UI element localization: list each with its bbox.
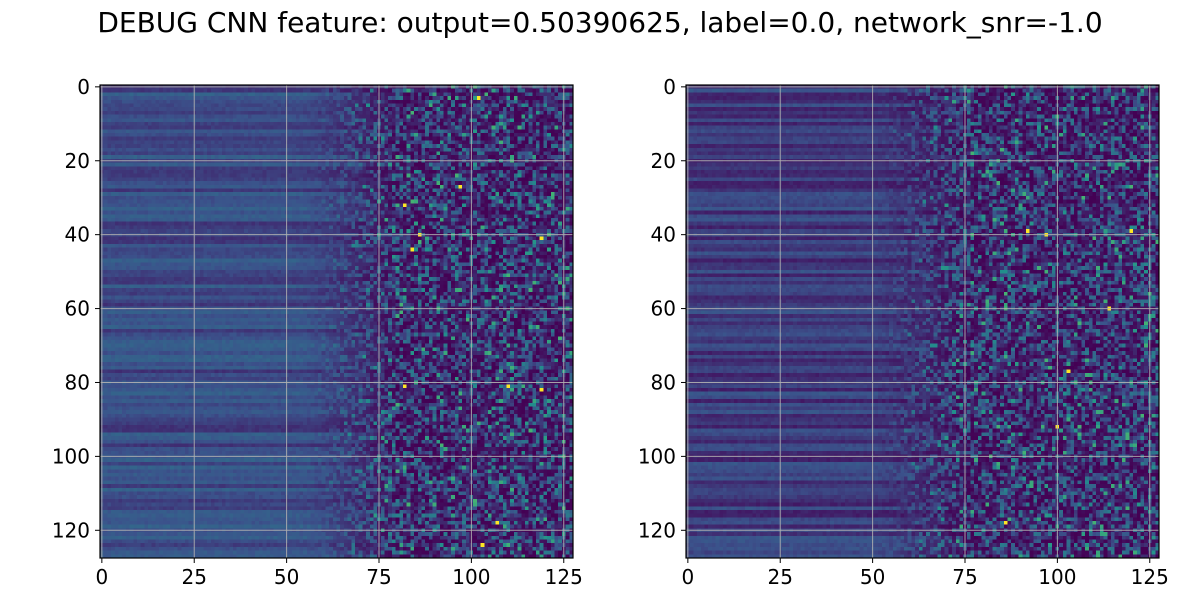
y-tick-label: 60 [651, 297, 676, 321]
x-tick-label: 0 [681, 565, 694, 589]
y-tick-label: 120 [638, 518, 676, 542]
y-tick-label: 100 [638, 444, 676, 468]
x-tick-label: 75 [366, 565, 391, 589]
heatmap-right: 0 25 50 75 100 125 0 20 40 60 80 100 120 [638, 75, 1169, 589]
y-tick-label: 80 [651, 370, 676, 394]
y-tick-label: 100 [52, 444, 90, 468]
y-tick-label: 120 [52, 518, 90, 542]
heatmap-cells [686, 85, 1159, 558]
y-tick-label: 0 [77, 75, 90, 99]
x-tick-label: 25 [182, 565, 207, 589]
y-tick-label: 20 [65, 149, 90, 173]
x-tick-label: 100 [452, 565, 490, 589]
axes-frame [99, 84, 574, 559]
axes-frame [685, 84, 1160, 559]
x-tick-label: 0 [95, 565, 108, 589]
y-tick-label: 0 [663, 75, 676, 99]
y-tick-label: 20 [651, 149, 676, 173]
x-tick-label: 75 [952, 565, 977, 589]
x-tick-label: 100 [1038, 565, 1076, 589]
x-tick-label: 50 [860, 565, 885, 589]
y-tick-label: 80 [65, 370, 90, 394]
y-tick-label: 40 [65, 223, 90, 247]
y-tick-label: 60 [65, 297, 90, 321]
figure-title: DEBUG CNN feature: output=0.50390625, la… [97, 6, 1103, 39]
x-tick-label: 125 [545, 565, 583, 589]
heatmap-cells [100, 85, 573, 558]
heatmap-left: 0 25 50 75 100 125 0 20 40 60 80 100 120 [52, 75, 583, 589]
x-tick-label: 50 [274, 565, 299, 589]
x-tick-label: 25 [768, 565, 793, 589]
x-tick-label: 125 [1131, 565, 1169, 589]
y-tick-label: 40 [651, 223, 676, 247]
